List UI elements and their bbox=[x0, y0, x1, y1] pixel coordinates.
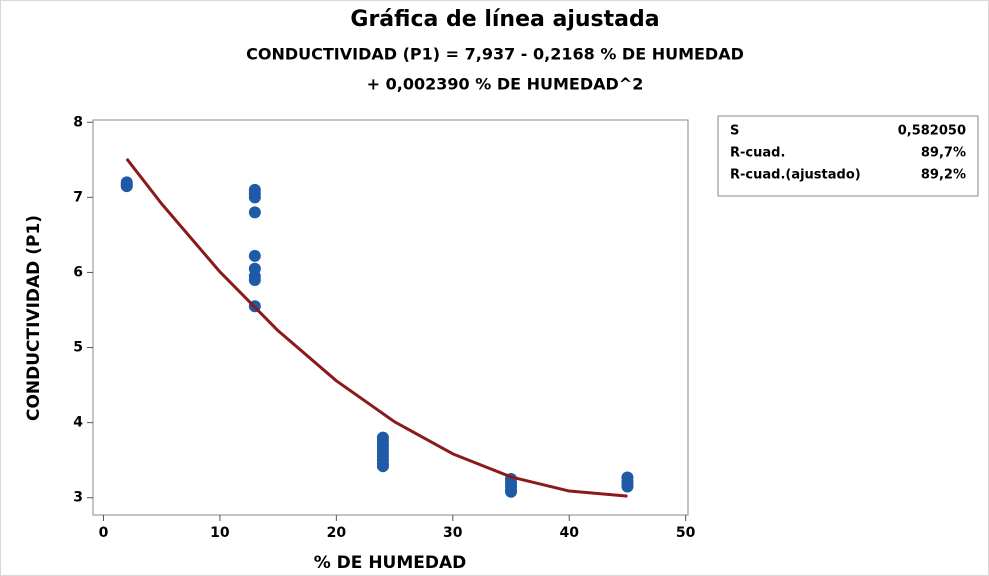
y-tick-label: 7 bbox=[73, 189, 83, 205]
y-tick-label: 4 bbox=[73, 415, 83, 431]
x-tick-label: 50 bbox=[676, 525, 696, 541]
point bbox=[248, 273, 261, 286]
stat-label: R-cuad. bbox=[730, 146, 785, 161]
stat-label: R-cuad.(ajustado) bbox=[730, 168, 861, 183]
x-tick-label: 30 bbox=[443, 525, 463, 541]
x-tick-label: 0 bbox=[99, 525, 109, 541]
y-axis-label: CONDUCTIVIDAD (P1) bbox=[24, 215, 44, 421]
point bbox=[505, 485, 518, 498]
x-tick-label: 10 bbox=[210, 525, 230, 541]
chart-subtitle: + 0,002390 % DE HUMEDAD^2 bbox=[367, 75, 644, 94]
y-tick-label: 8 bbox=[73, 114, 83, 130]
point bbox=[376, 460, 389, 473]
point bbox=[248, 191, 261, 204]
stat-value: 0,582050 bbox=[898, 124, 966, 139]
chart-subtitle: CONDUCTIVIDAD (P1) = 7,937 - 0,2168 % DE… bbox=[246, 45, 744, 64]
fit-line bbox=[125, 157, 628, 498]
stat-label: S bbox=[730, 124, 739, 139]
point bbox=[248, 249, 261, 262]
x-tick-label: 40 bbox=[559, 525, 579, 541]
y-tick-label: 5 bbox=[73, 340, 83, 356]
y-tick-label: 6 bbox=[73, 264, 83, 280]
y-tick-label: 3 bbox=[73, 490, 83, 506]
plot-area bbox=[92, 119, 689, 516]
chart-title: Gráfica de línea ajustada bbox=[350, 7, 659, 32]
x-tick-label: 20 bbox=[327, 525, 347, 541]
x-axis-label: % DE HUMEDAD bbox=[314, 553, 467, 573]
stat-value: 89,7% bbox=[921, 146, 966, 161]
point bbox=[621, 480, 634, 493]
stats-box bbox=[717, 115, 979, 197]
point bbox=[248, 206, 261, 219]
stat-value: 89,2% bbox=[921, 168, 966, 183]
point bbox=[120, 180, 133, 193]
